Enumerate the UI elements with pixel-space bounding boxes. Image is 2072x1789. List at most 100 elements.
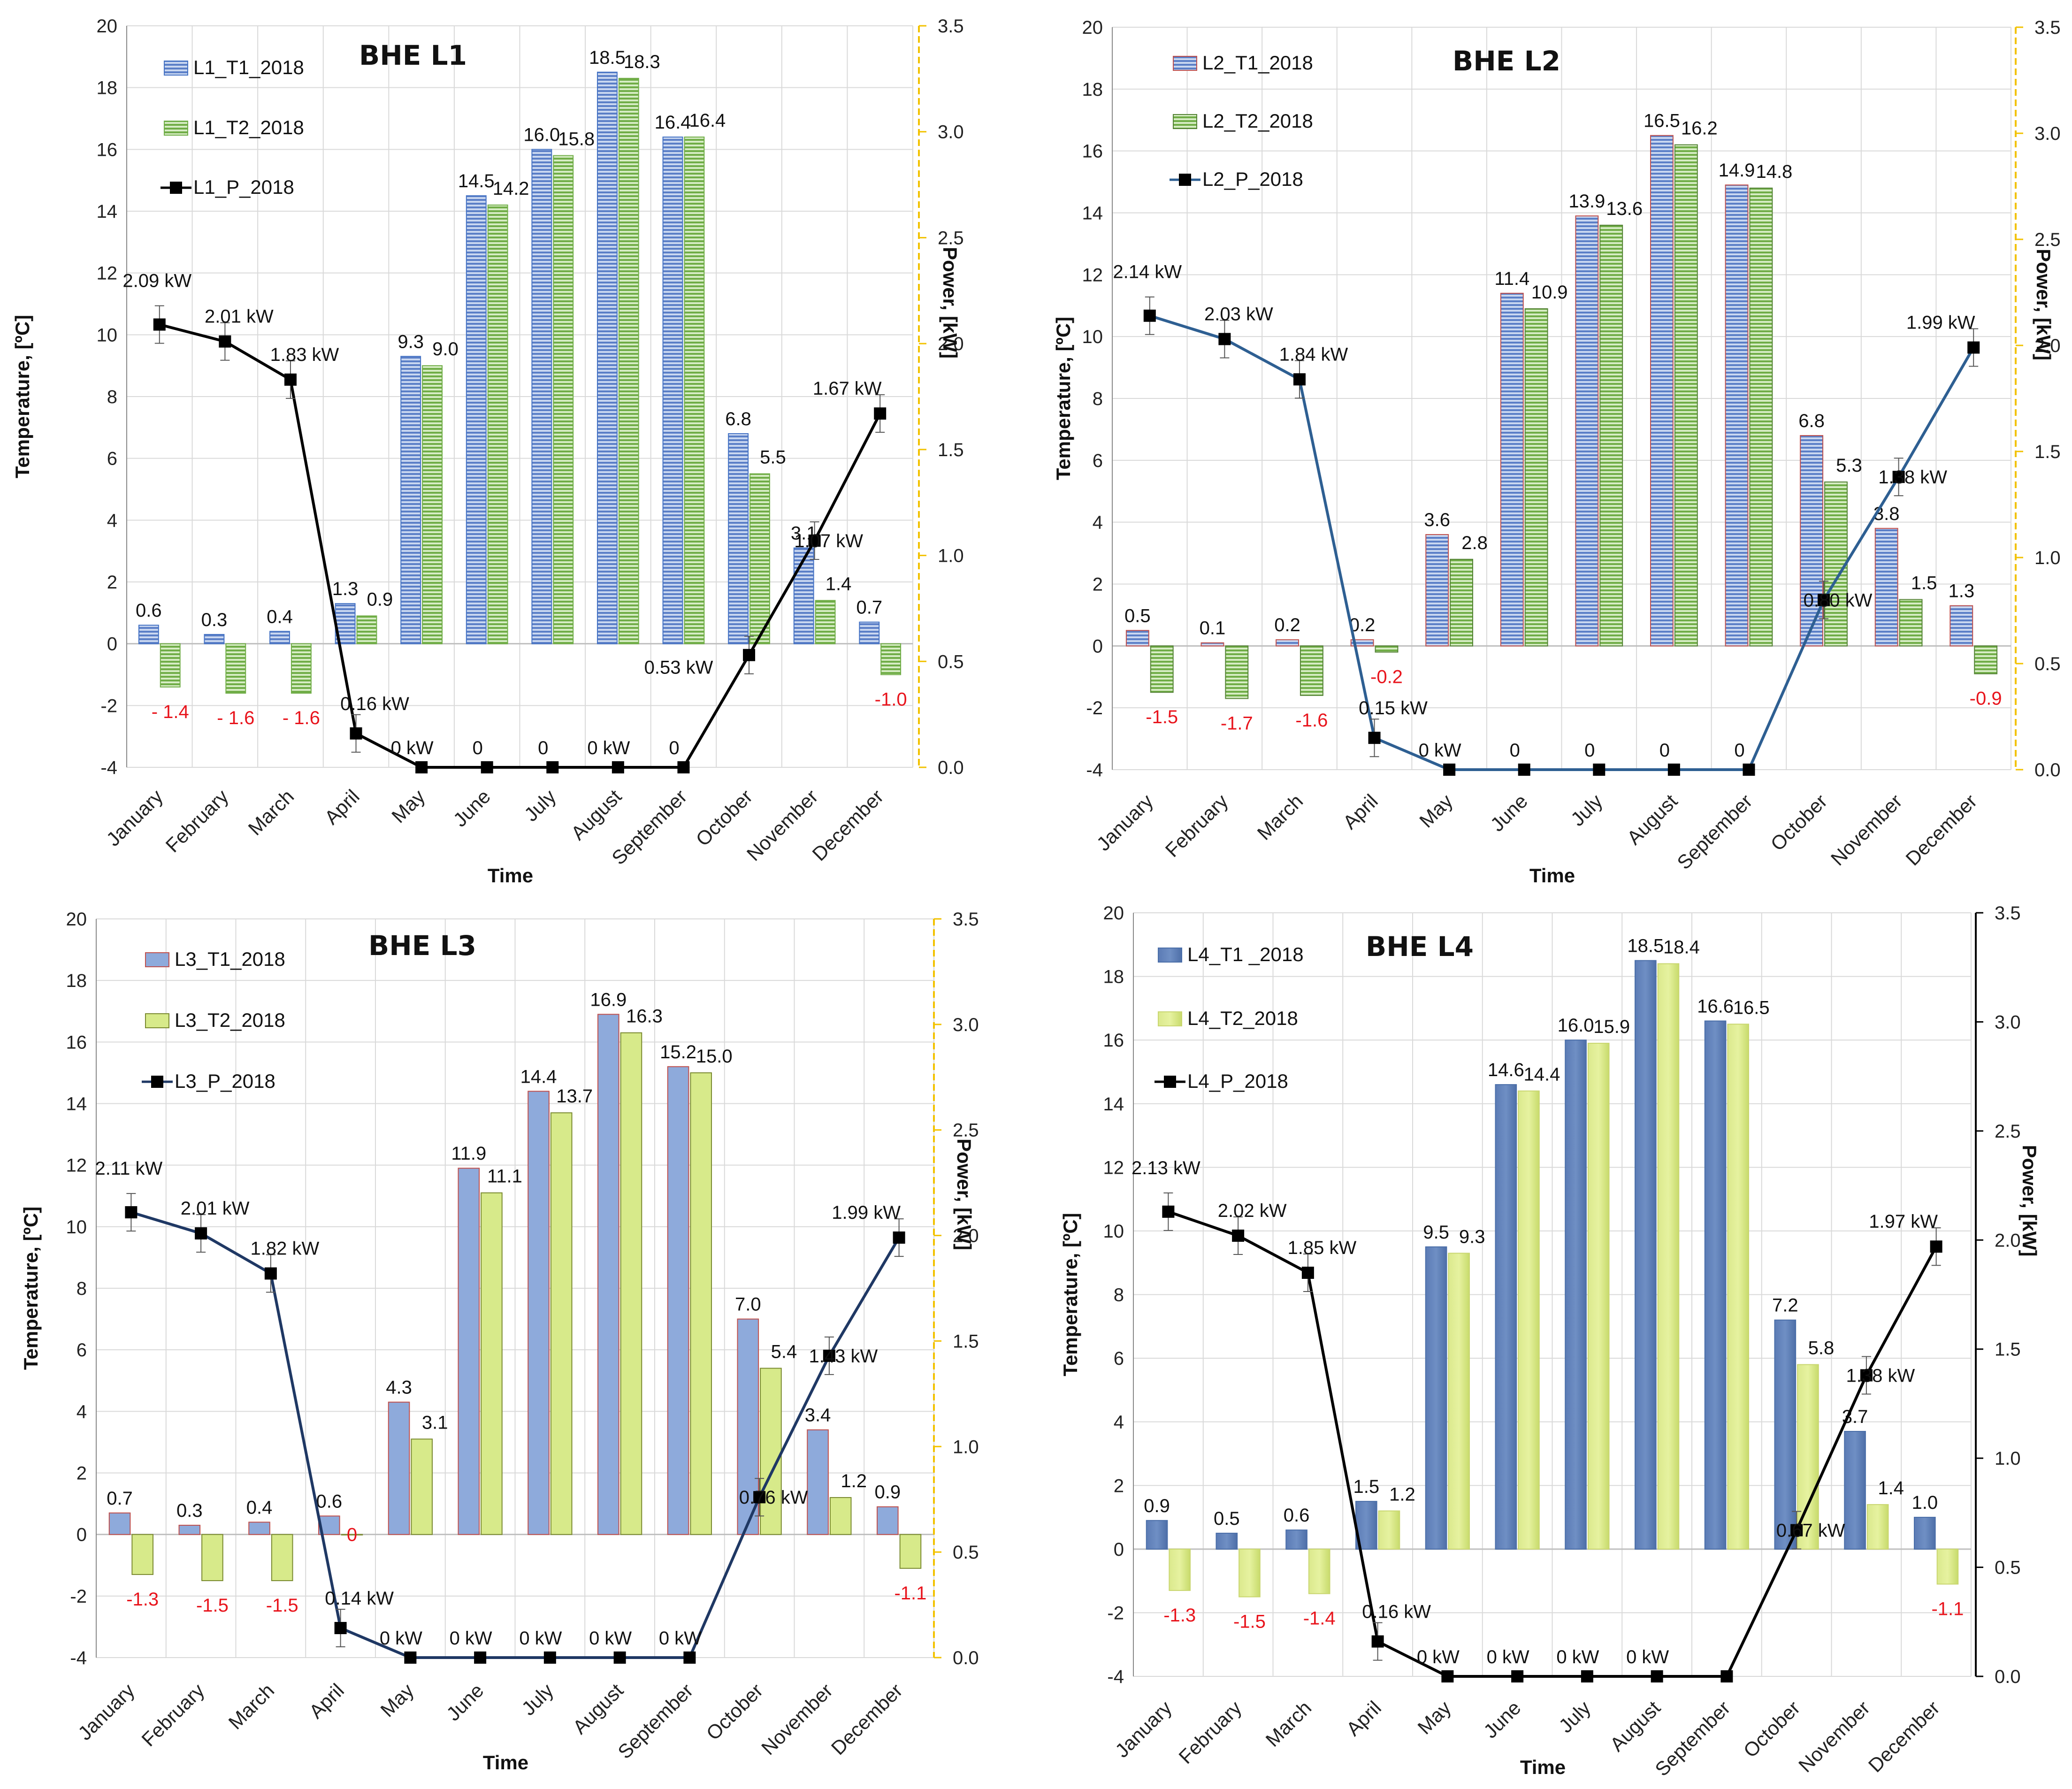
x-tick-label-september: September <box>613 1679 697 1763</box>
label-t2-november: 1.4 <box>826 574 852 595</box>
y2-tick-label: 1.0 <box>2034 548 2061 568</box>
power-marker-september <box>677 761 690 773</box>
bar-t2-december <box>899 1534 922 1569</box>
y-tick-label: 8 <box>1093 389 1103 409</box>
chart-bhe-l3: -4 -2 0 2 4 6 8 10 12 14 16 18 20 0.0 0.5 1.0 1.5 2.0 2.5 3… <box>20 909 979 1774</box>
bar-t2-september <box>690 1072 712 1535</box>
bar-t1-november <box>1874 528 1898 647</box>
y-tick-label: 18 <box>97 78 118 99</box>
power-label-october: 0.67 kW <box>1776 1521 1845 1541</box>
power-label-july: 0 kW <box>519 1628 562 1649</box>
bar-t1-march <box>248 1521 270 1535</box>
bar-t2-march <box>271 1534 293 1582</box>
x-tick-label-april: April <box>1338 790 1382 833</box>
label-t2-june: 14.4 <box>1524 1064 1560 1085</box>
x-axis-title: Time <box>488 864 533 887</box>
label-t2-may: 9.0 <box>432 339 459 359</box>
bar-t2-february <box>1239 1548 1261 1598</box>
label-t2-march: -1.6 <box>1295 710 1328 731</box>
power-label-august: 0 kW <box>589 1628 632 1649</box>
x-tick-label-april: April <box>1342 1697 1385 1740</box>
label-t2-january: -1.3 <box>126 1589 159 1610</box>
bar-t2-january <box>131 1534 153 1575</box>
x-tick-label-march: March <box>1253 790 1307 844</box>
power-label-march: 1.82 kW <box>251 1239 320 1259</box>
power-marker-january <box>153 318 166 331</box>
x-axis-title: Time <box>1529 864 1575 887</box>
power-label-september: 0 <box>1734 740 1744 761</box>
bar-t1-march <box>1276 639 1299 647</box>
bar-t2-may <box>422 365 443 644</box>
x-tick-label-march: March <box>224 1679 278 1734</box>
chart-bhe-l1: -4 -2 0 2 4 6 8 10 12 14 16 18 20 0.0 0.5 1.0 1.5 2.0 2.5 3… <box>11 16 964 887</box>
x-tick-label-july: July <box>517 1679 558 1720</box>
label-t1-september: 15.2 <box>660 1042 696 1063</box>
legend-swatch-1 <box>1173 56 1197 71</box>
label-t2-september: 15.0 <box>696 1046 733 1067</box>
power-marker-january <box>1162 1205 1175 1218</box>
label-t2-february: -1.5 <box>196 1595 229 1616</box>
y-tick-label: 18 <box>66 971 87 991</box>
bar-t1-may <box>400 356 421 644</box>
bar-t1-december <box>877 1506 899 1535</box>
power-label-november: 1.38 kW <box>1846 1365 1915 1386</box>
y2-tick-label: 3.0 <box>953 1015 979 1035</box>
y-tick-label: -4 <box>1086 760 1103 780</box>
bar-t1-january <box>108 1512 131 1535</box>
x-tick-label-january: January <box>1092 790 1157 855</box>
x-tick-label-november: November <box>742 785 822 865</box>
power-marker-july <box>1593 764 1606 776</box>
label-t2-april: 1.2 <box>1389 1484 1415 1505</box>
x-tick-label-january: January <box>74 1679 139 1744</box>
legend: L4_T1 _2018 L4_T2_2018 L4_P_2018 <box>1155 943 1304 1092</box>
power-marker-june <box>1511 1670 1524 1682</box>
bar-t1-may <box>1425 1246 1447 1550</box>
x-tick-label-february: February <box>1161 790 1232 861</box>
power-marker-october <box>1790 1524 1803 1537</box>
bar-t1-december <box>1914 1517 1936 1550</box>
power-marker-august <box>612 761 624 773</box>
label-t1-february: 0.3 <box>176 1500 203 1521</box>
y2-tick-label: 2.0 <box>1995 1230 2021 1251</box>
bar-t1-may <box>388 1401 410 1535</box>
y-tick-label: 0 <box>76 1525 87 1545</box>
power-marker-september <box>1743 764 1755 776</box>
label-t1-august: 18.5 <box>589 47 626 68</box>
power-label-january: 2.13 kW <box>1132 1158 1200 1178</box>
legend-swatch-1 <box>164 61 188 76</box>
y-tick-label: 4 <box>107 510 117 531</box>
power-label-february: 2.01 kW <box>181 1198 250 1219</box>
y-tick-label: 14 <box>1082 203 1103 224</box>
power-marker-february <box>195 1227 207 1240</box>
bar-t2-july <box>1599 224 1623 647</box>
x-tick-label-september: September <box>1651 1697 1735 1781</box>
legend-swatch-1 <box>1158 948 1182 963</box>
power-marker-december <box>1967 341 1980 354</box>
y-tick-label: 6 <box>107 449 117 469</box>
y-axis-title: Temperature, [ºC] <box>1052 317 1074 480</box>
y-tick-label: 18 <box>1082 79 1103 100</box>
bar-t2-july <box>553 155 574 644</box>
power-marker-march <box>1301 1267 1314 1279</box>
bar-t1-july <box>1565 1040 1587 1550</box>
power-marker-march <box>264 1267 277 1280</box>
bar-t2-june <box>1518 1090 1540 1550</box>
label-t1-may: 9.5 <box>1423 1222 1449 1243</box>
power-marker-april <box>1368 732 1381 744</box>
y2-tick-label: 2.5 <box>953 1120 979 1141</box>
power-label-december: 1.67 kW <box>813 378 882 399</box>
power-marker-august <box>1667 764 1680 776</box>
y-tick-label: 20 <box>66 909 87 930</box>
legend-label-1: L2_T1_2018 <box>1202 52 1313 74</box>
bar-t1-october <box>1774 1319 1797 1550</box>
power-label-february: 2.02 kW <box>1218 1200 1287 1221</box>
y-tick-label: 14 <box>1103 1094 1124 1115</box>
y-tick-label: -2 <box>100 696 117 716</box>
y2-tick-label: 3.5 <box>938 16 964 37</box>
power-label-april: 0.16 kW <box>1362 1602 1431 1622</box>
y-tick-label: 18 <box>1103 967 1124 987</box>
label-t1-may: 9.3 <box>398 331 424 352</box>
label-t2-november: 1.2 <box>841 1471 867 1491</box>
y2-tick-label: 2.5 <box>938 228 964 248</box>
bar-t1-december <box>1950 605 1973 647</box>
